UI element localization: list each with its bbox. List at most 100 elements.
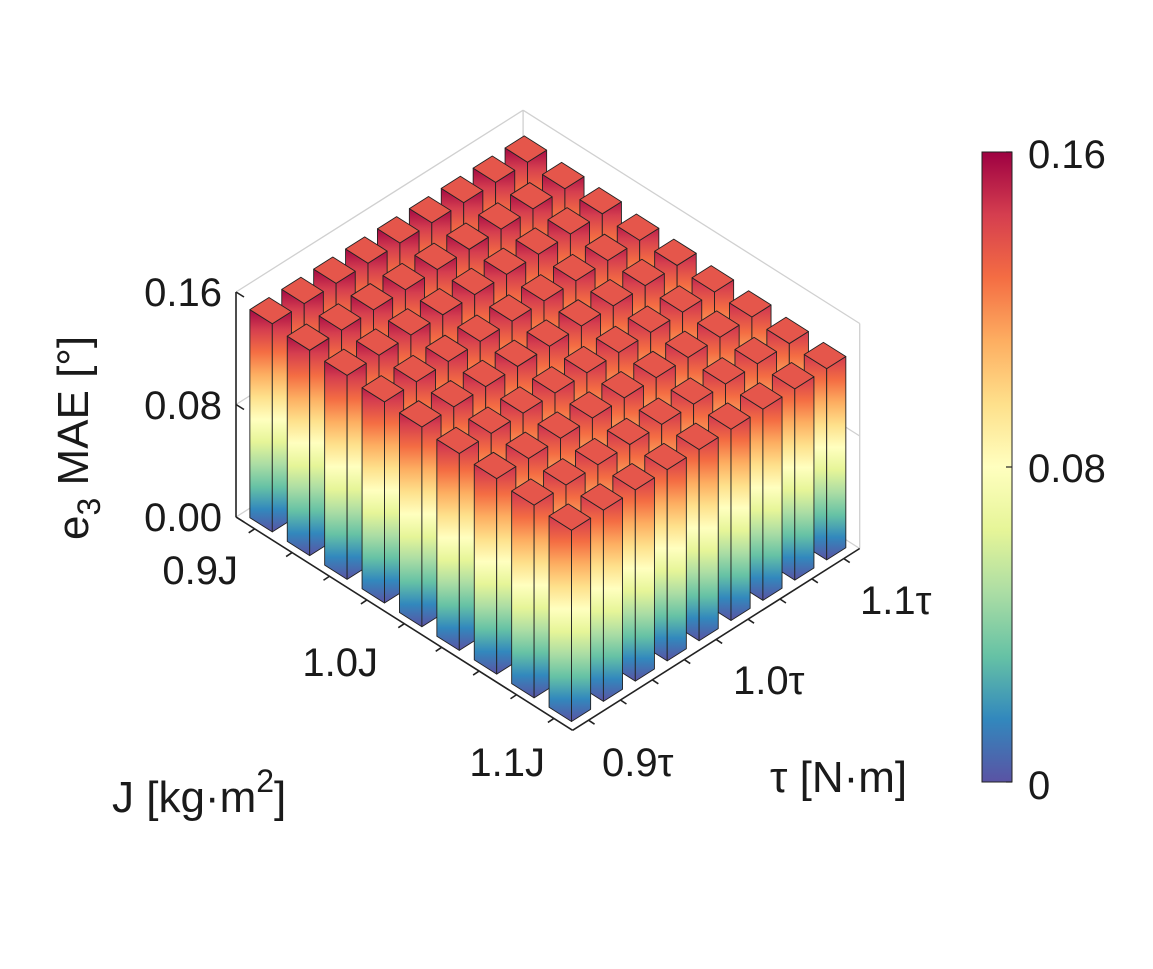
- bar-left-face: [324, 360, 348, 580]
- bar-top-face: [324, 348, 367, 376]
- bar-right-face: [602, 497, 623, 702]
- bar-top-face: [558, 299, 601, 327]
- bar-top-face: [564, 345, 607, 374]
- bar-top-face: [399, 400, 442, 428]
- bar-top-face: [654, 238, 697, 266]
- bar-top-face: [803, 341, 847, 370]
- bar-top-face: [313, 256, 356, 284]
- bar-top-face: [440, 175, 484, 204]
- x-tick: [285, 551, 293, 558]
- bar-top-face: [468, 406, 511, 434]
- bar-top-face: [515, 227, 559, 255]
- bar: [361, 375, 405, 604]
- bar-top-face: [388, 308, 431, 336]
- bar-top-face: [676, 422, 719, 450]
- bar-top-face: [377, 216, 420, 244]
- bar-top-face: [633, 350, 676, 379]
- y-tick-label: 1.0τ: [733, 659, 805, 703]
- bar-top-face: [457, 314, 500, 342]
- bar-top-face: [382, 262, 425, 291]
- bar-top-face: [249, 297, 292, 325]
- bar-top-face: [345, 236, 388, 264]
- bar-left-face: [473, 463, 498, 675]
- bar-top-face: [504, 135, 548, 163]
- bar-top-face: [472, 155, 516, 183]
- bar: [249, 297, 292, 533]
- bar-top-face: [601, 371, 644, 399]
- bar-top-face: [659, 285, 703, 313]
- bar-top-face: [451, 267, 495, 296]
- bar-top-face: [489, 294, 532, 322]
- y-tick: [620, 699, 627, 705]
- colorbar-tick-label: 0.16: [1028, 133, 1106, 177]
- y-tick: [683, 658, 691, 665]
- y-tick: [811, 578, 819, 584]
- bar-top-face: [318, 303, 362, 331]
- bar-top-face: [590, 279, 633, 307]
- y-tick: [843, 557, 851, 564]
- bar-top-face: [638, 397, 682, 425]
- back-wall-line: [235, 109, 524, 293]
- bar-right-face: [730, 416, 751, 621]
- bar-top-face: [494, 339, 538, 367]
- bar-top-face: [414, 242, 457, 270]
- x-tick-label: 0.9J: [162, 549, 238, 593]
- bar-top-face: [595, 325, 639, 353]
- bar-top-face: [408, 196, 452, 224]
- bar-top-face: [771, 362, 815, 390]
- bar-top-face: [580, 483, 623, 511]
- x-tick: [397, 622, 405, 629]
- back-wall-line: [522, 109, 861, 325]
- bar-top-face: [446, 222, 489, 250]
- bar-top-face: [542, 161, 585, 190]
- bar-top-face: [547, 207, 590, 235]
- bar-top-face: [462, 359, 506, 388]
- x-tick: [435, 646, 443, 653]
- z-tick-label: 0.00: [144, 496, 222, 540]
- y-axis-label: τ [N·m]: [770, 753, 907, 802]
- z-tick: [235, 291, 245, 298]
- bar-top-face: [579, 187, 622, 215]
- colorbar: [981, 151, 1013, 783]
- bar-top-face: [505, 431, 549, 459]
- bar-top-face: [734, 336, 777, 365]
- bar-right-face: [634, 477, 655, 682]
- bar-right-face: [794, 376, 815, 581]
- bar-top-face: [393, 354, 436, 383]
- x-tick: [323, 575, 330, 581]
- bar-top-face: [697, 310, 740, 338]
- bar-right-face: [762, 396, 783, 601]
- bar-top-face: [425, 334, 468, 362]
- bar: [324, 348, 367, 580]
- bar-top-face: [473, 451, 517, 480]
- x-tick: [472, 670, 480, 676]
- bar-top-face: [740, 382, 783, 410]
- bar-top-face: [532, 366, 575, 394]
- y-tick-label: 1.1τ: [860, 579, 932, 623]
- bar: [399, 400, 442, 628]
- bar-top-face: [670, 377, 714, 405]
- bar-left-face: [399, 412, 423, 628]
- bar-left-face: [436, 438, 460, 651]
- bar-right-face: [698, 436, 719, 642]
- z-axis-label: e3 MAE [°]: [49, 336, 107, 540]
- bar-top-face: [430, 380, 474, 408]
- x-tick: [360, 599, 368, 605]
- bars: [249, 135, 847, 722]
- x-tick-label: 1.0J: [302, 641, 378, 685]
- bar-top-face: [361, 375, 405, 403]
- y-tick: [715, 638, 723, 645]
- bar-top-face: [584, 233, 628, 261]
- bar-top-face: [622, 258, 665, 287]
- bar-top-face: [553, 253, 596, 282]
- bar-top-face: [702, 357, 746, 385]
- bar-top-face: [483, 247, 527, 275]
- bar-top-face: [511, 478, 554, 506]
- bar-top-face: [281, 276, 324, 305]
- bar-top-face: [478, 202, 521, 230]
- bar-top-face: [350, 283, 394, 311]
- bar-top-face: [548, 503, 592, 531]
- bar-top-face: [419, 288, 463, 316]
- bar-top-face: [537, 411, 581, 439]
